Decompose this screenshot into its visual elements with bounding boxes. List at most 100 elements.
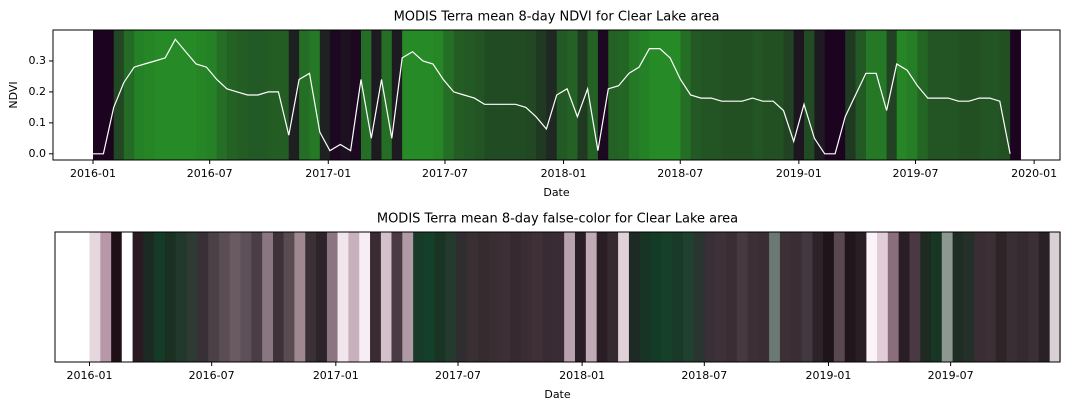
ndvi-stripe [268,30,279,160]
ndvi-stripe [216,30,228,160]
ndvi-stripe [381,30,393,160]
false-color-stripe [596,232,608,362]
x-tick-label: 2016-01 [67,369,113,382]
x-tick-label: 2018-07 [681,369,727,382]
ndvi-stripe [350,30,362,160]
false-color-stripe [564,232,576,362]
false-color-stripe [823,232,835,362]
ndvi-stripe [432,30,444,160]
ndvi-stripe [577,30,589,160]
ndvi-stripe [680,30,692,160]
ndvi-line [93,38,1011,155]
x-tick-label: 2018-07 [657,167,703,180]
false-color-stripe [488,232,500,362]
ndvi-stripe [505,30,517,160]
ndvi-stripe [968,30,980,160]
x-tick-label: 2019-07 [928,369,974,382]
chart-title: MODIS Terra mean 8-day false-color for C… [377,212,738,227]
ndvi-stripe [711,30,723,160]
ndvi-stripe [917,30,929,160]
false-color-stripe [974,232,986,362]
ndvi-stripe [793,30,805,160]
false-color-stripe [219,232,231,362]
false-color-stripe [477,232,490,362]
ndvi-stripe [525,30,537,160]
false-color-stripe [456,232,468,362]
ndvi-stripe [185,30,197,160]
x-axis-label: Date [543,186,570,199]
ndvi-stripe [154,30,166,160]
false-color-stripe [434,232,446,362]
ndvi-stripe [360,30,372,160]
ndvi-stripe [597,30,609,160]
ndvi-stripe [958,30,970,160]
ndvi-stripe [999,30,1011,160]
false-color-stripe [866,232,878,362]
false-color-stripe [1006,232,1018,362]
ndvi-stripe [989,30,1001,160]
false-color-stripe [272,232,285,362]
false-color-stripe [370,232,382,362]
false-color-stripe [801,232,813,362]
false-color-stripe [359,232,371,362]
false-color-stripe [251,232,263,362]
false-color-stripe [186,232,198,362]
false-color-stripe [639,232,652,362]
false-color-stripe [531,232,544,362]
ndvi-stripe [123,30,135,160]
ndvi-stripe [628,30,640,160]
x-tick-label: 2019-01 [805,369,851,382]
false-color-stripe [262,232,274,362]
ndvi-stripe [309,30,321,160]
ndvi-stripe [196,30,207,160]
false-color-stripe [283,232,295,362]
false-color-stripe [294,232,306,362]
ndvi-stripe [237,30,249,160]
false-color-stripe [790,232,803,362]
x-tick-label: 2018-01 [541,167,587,180]
false-color-stripe [855,232,867,362]
false-color-stripe [650,232,662,362]
false-color-stripe [909,232,921,362]
false-color-stripe [704,232,716,362]
ndvi-stripe [907,30,918,160]
false-color-stripe [1017,232,1029,362]
false-color-stripe [121,232,134,362]
false-color-stripe [779,232,792,362]
x-tick-label: 2020-01 [1011,167,1057,180]
ndvi-stripe [773,30,785,160]
plot-frame [54,231,1061,363]
ndvi-stripe [556,30,568,160]
x-tick-label: 2019-07 [893,167,939,180]
ndvi-stripe [824,30,836,160]
x-tick-label: 2016-07 [189,369,235,382]
ndvi-stripe [288,30,300,160]
false-color-stripe [499,232,511,362]
ndvi-stripe [134,30,146,160]
ndvi-stripe [732,30,743,160]
ndvi-stripe [649,30,661,160]
ndvi-stripe [865,30,877,160]
false-color-stripe [995,232,1008,362]
ndvi-stripe [371,30,382,160]
false-color-stripe [348,232,360,362]
ndvi-stripe [536,30,547,160]
x-tick-label: 2017-01 [305,167,351,180]
chart-title: MODIS Terra mean 8-day NDVI for Clear La… [394,10,720,25]
false-color-stripe [100,232,112,362]
false-color-stripe [769,232,781,362]
ndvi-stripe [752,30,764,160]
false-color-stripe [725,232,738,362]
false-color-stripe [628,232,641,362]
false-color-stripe [661,232,673,362]
ndvi-stripe [938,30,949,160]
false-color-stripe [413,232,425,362]
ndvi-stripe [402,30,414,160]
ndvi-stripe [299,30,310,160]
false-color-stripe [337,232,349,362]
ndvi-stripe [814,30,826,160]
false-color-stripe [326,232,339,362]
x-tick-label: 2016-01 [70,167,116,180]
ndvi-stripe [329,30,341,160]
ndvi-stripe [453,30,465,160]
